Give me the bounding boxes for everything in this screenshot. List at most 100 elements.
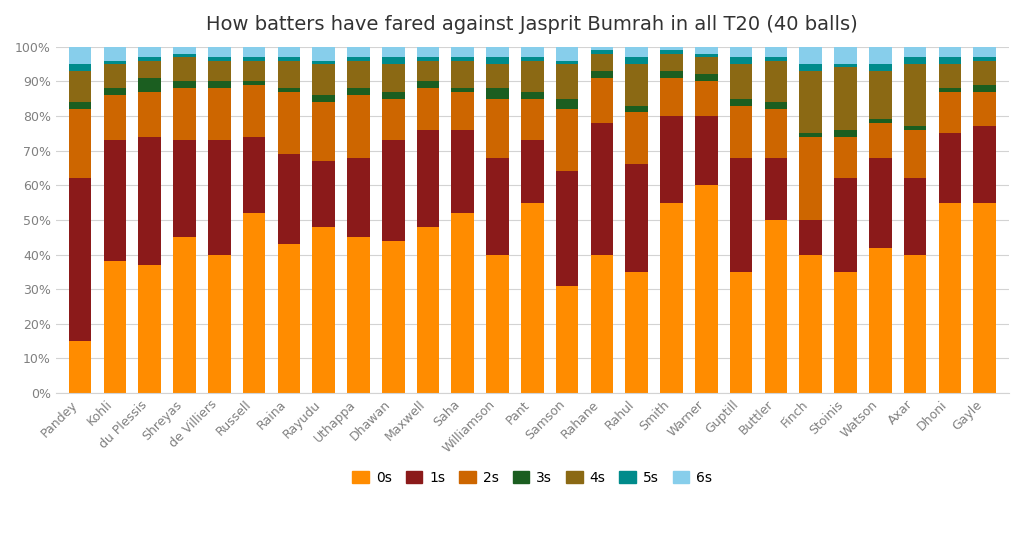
Bar bbox=[800, 133, 822, 137]
Bar bbox=[835, 47, 857, 64]
Bar bbox=[660, 78, 683, 116]
Bar bbox=[486, 47, 509, 57]
Bar bbox=[695, 74, 718, 81]
Bar bbox=[591, 54, 613, 71]
Bar bbox=[730, 57, 753, 64]
Bar bbox=[974, 47, 996, 57]
Bar bbox=[521, 57, 544, 60]
Bar bbox=[173, 140, 196, 237]
Bar bbox=[243, 47, 265, 57]
Bar bbox=[800, 254, 822, 393]
Bar bbox=[695, 185, 718, 393]
Bar bbox=[312, 64, 335, 95]
Bar bbox=[312, 95, 335, 102]
Bar bbox=[730, 64, 753, 99]
Bar bbox=[626, 47, 648, 57]
Bar bbox=[347, 88, 370, 95]
Bar bbox=[69, 71, 91, 102]
Bar bbox=[173, 81, 196, 88]
Bar bbox=[486, 57, 509, 64]
Bar bbox=[452, 47, 474, 57]
Bar bbox=[452, 88, 474, 92]
Bar bbox=[939, 57, 962, 64]
Bar bbox=[208, 254, 230, 393]
Bar bbox=[730, 272, 753, 393]
Bar bbox=[939, 92, 962, 133]
Bar bbox=[939, 203, 962, 393]
Bar bbox=[730, 47, 753, 57]
Bar bbox=[835, 68, 857, 130]
Bar bbox=[591, 254, 613, 393]
Bar bbox=[243, 85, 265, 137]
Bar bbox=[243, 213, 265, 393]
Bar bbox=[521, 47, 544, 57]
Bar bbox=[173, 47, 196, 54]
Bar bbox=[869, 157, 892, 248]
Bar bbox=[452, 57, 474, 60]
Bar bbox=[347, 47, 370, 57]
Bar bbox=[904, 130, 927, 179]
Bar bbox=[103, 60, 126, 64]
Bar bbox=[103, 262, 126, 393]
Bar bbox=[904, 64, 927, 126]
Bar bbox=[835, 64, 857, 68]
Bar bbox=[591, 47, 613, 50]
Bar bbox=[974, 85, 996, 92]
Bar bbox=[138, 60, 161, 78]
Bar bbox=[556, 47, 579, 60]
Bar bbox=[660, 47, 683, 50]
Bar bbox=[765, 60, 787, 102]
Bar bbox=[800, 64, 822, 71]
Bar bbox=[278, 57, 300, 60]
Bar bbox=[695, 54, 718, 57]
Bar bbox=[382, 140, 404, 240]
Bar bbox=[69, 102, 91, 109]
Bar bbox=[869, 123, 892, 157]
Bar bbox=[556, 60, 579, 64]
Bar bbox=[626, 57, 648, 64]
Bar bbox=[835, 137, 857, 179]
Legend: 0s, 1s, 2s, 3s, 4s, 5s, 6s: 0s, 1s, 2s, 3s, 4s, 5s, 6s bbox=[347, 465, 718, 490]
Bar bbox=[765, 109, 787, 157]
Bar bbox=[173, 88, 196, 140]
Bar bbox=[243, 57, 265, 60]
Bar bbox=[103, 88, 126, 95]
Bar bbox=[660, 203, 683, 393]
Bar bbox=[69, 109, 91, 179]
Bar bbox=[138, 137, 161, 265]
Bar bbox=[730, 157, 753, 272]
Bar bbox=[521, 99, 544, 140]
Bar bbox=[695, 47, 718, 54]
Bar bbox=[556, 64, 579, 99]
Bar bbox=[347, 157, 370, 237]
Bar bbox=[591, 78, 613, 123]
Bar bbox=[730, 105, 753, 157]
Bar bbox=[974, 60, 996, 85]
Bar bbox=[556, 286, 579, 393]
Bar bbox=[800, 71, 822, 133]
Bar bbox=[695, 81, 718, 116]
Bar bbox=[486, 254, 509, 393]
Bar bbox=[626, 165, 648, 272]
Bar bbox=[173, 57, 196, 81]
Bar bbox=[382, 64, 404, 92]
Bar bbox=[591, 71, 613, 78]
Bar bbox=[486, 157, 509, 254]
Bar bbox=[208, 81, 230, 88]
Bar bbox=[904, 179, 927, 254]
Bar bbox=[417, 57, 439, 60]
Bar bbox=[382, 57, 404, 64]
Bar bbox=[278, 47, 300, 57]
Bar bbox=[660, 54, 683, 71]
Bar bbox=[939, 88, 962, 92]
Bar bbox=[312, 161, 335, 227]
Bar bbox=[382, 92, 404, 99]
Bar bbox=[208, 140, 230, 254]
Bar bbox=[417, 47, 439, 57]
Bar bbox=[869, 47, 892, 64]
Bar bbox=[556, 99, 579, 109]
Bar bbox=[382, 240, 404, 393]
Bar bbox=[660, 116, 683, 203]
Bar bbox=[869, 64, 892, 71]
Bar bbox=[904, 47, 927, 57]
